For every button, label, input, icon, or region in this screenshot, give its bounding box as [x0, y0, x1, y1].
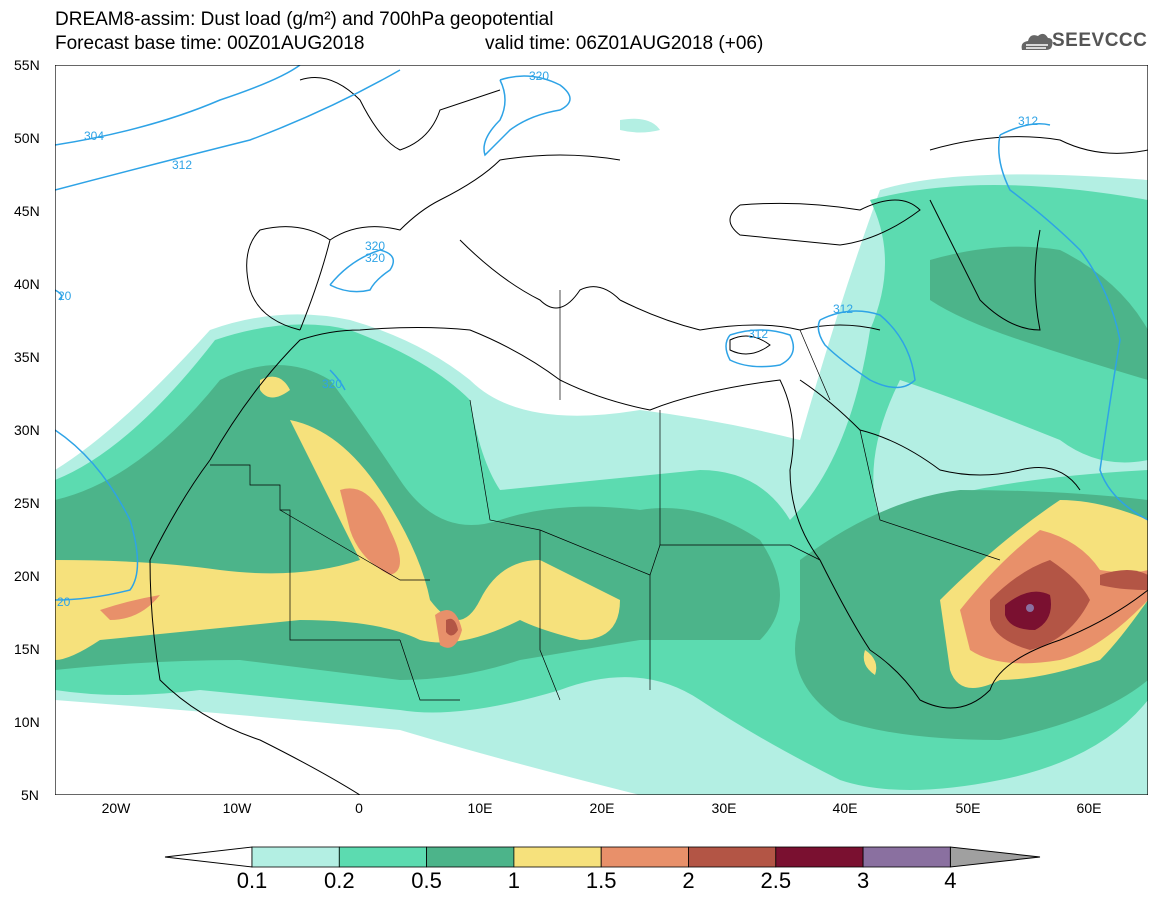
contour-label: 320 [322, 377, 342, 391]
lat-label: 30N [14, 422, 40, 438]
logo-text: SEEVCCC [1052, 30, 1148, 51]
lon-label: 50E [956, 800, 981, 816]
colorbar-segment [513, 846, 602, 868]
valid-time: valid time: 06Z01AUG2018 (+06) [485, 33, 764, 54]
colorbar-under-triangle [164, 846, 253, 868]
contour-label: 312 [833, 302, 853, 316]
forecast-base-time: Forecast base time: 00Z01AUG2018 [55, 33, 365, 54]
colorbar-segment [600, 846, 689, 868]
colorbar-segment [862, 846, 951, 868]
geopotential-contours [55, 65, 1148, 601]
lat-label: 45N [14, 203, 40, 219]
lat-label: 20N [14, 568, 40, 584]
contour-label: 304 [84, 129, 104, 143]
lon-label: 20E [590, 800, 615, 816]
lat-label: 10N [14, 714, 40, 730]
lat-label: 15N [14, 641, 40, 657]
dust-fill-3 [1026, 604, 1034, 612]
contour-label: 312 [172, 158, 192, 172]
colorbar-segment [338, 846, 427, 868]
contour-label-group: 304 312 320 320 320 312 312 312 320 20 2… [57, 69, 1038, 609]
lat-label: 25N [14, 495, 40, 511]
lon-label: 40E [833, 800, 858, 816]
lon-label: 30E [712, 800, 737, 816]
colorbar-label: 3 [856, 868, 870, 893]
lon-label: 20W [102, 800, 132, 816]
colorbar-over-triangle [949, 846, 1041, 868]
colorbar-segment [426, 846, 515, 868]
lat-label: 55N [14, 57, 40, 73]
colorbar-label: 1 [507, 868, 521, 893]
lon-label: 10E [468, 800, 493, 816]
colorbar-label: 2 [682, 868, 695, 893]
lon-label: 10W [223, 800, 253, 816]
lat-label: 40N [14, 276, 40, 292]
longitude-labels: 20W 10W 0 10E 20E 30E 40E 50E 60E [102, 800, 1102, 816]
contour-label: 320 [365, 239, 385, 253]
lon-label: 0 [355, 800, 363, 816]
colorbar-segment [775, 846, 864, 868]
lon-label: 60E [1077, 800, 1102, 816]
cloud-logo-icon [1021, 33, 1053, 50]
chart-title: DREAM8-assim: Dust load (g/m²) and 700hP… [55, 9, 554, 30]
colorbar-label: 1.5 [585, 868, 617, 893]
colorbar-segment [688, 846, 777, 868]
colorbar [164, 846, 1041, 868]
contour-label: 312 [748, 327, 768, 341]
coastlines [149, 77, 1148, 795]
country-borders [210, 290, 1001, 701]
colorbar-label: 2.5 [760, 868, 792, 893]
contour-label: 312 [1018, 114, 1038, 128]
lat-label: 50N [14, 130, 40, 146]
contour-label: 20 [58, 289, 72, 303]
contour-label: 320 [529, 69, 549, 83]
contour-label: 20 [57, 595, 71, 609]
colorbar-segment [251, 846, 340, 868]
lat-label: 35N [14, 349, 40, 365]
colorbar-label: 0.1 [236, 868, 268, 893]
lat-label: 5N [21, 787, 39, 803]
colorbar-label: 4 [944, 868, 957, 893]
colorbar-label: 0.5 [411, 868, 442, 893]
colorbar-label: 0.2 [324, 868, 355, 893]
latitude-labels: 55N 50N 45N 40N 35N 30N 25N 20N 15N 10N … [14, 57, 40, 803]
contour-label: 320 [365, 251, 385, 265]
